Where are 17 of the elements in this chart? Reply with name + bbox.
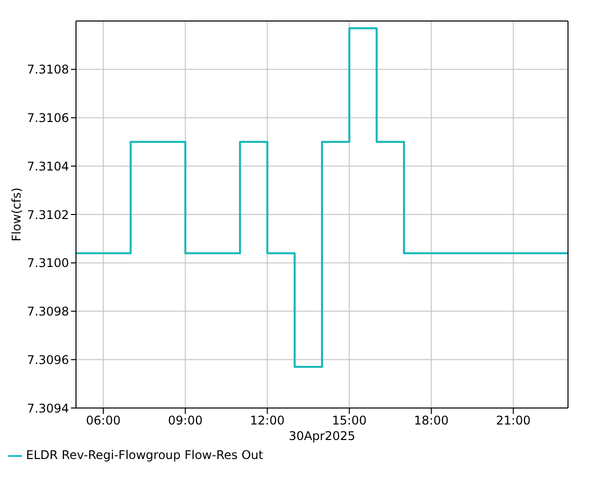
x-tick-label: 06:00 [86,414,121,428]
y-tick-label: 7.3100 [27,256,69,270]
y-tick-label: 7.3106 [27,111,69,126]
x-tick-label: 21:00 [496,414,531,428]
y-tick-label: 7.3094 [27,401,69,416]
x-tick-label: 12:00 [250,414,285,428]
x-tick-label: 18:00 [414,414,449,428]
y-tick-label: 7.3104 [27,159,69,174]
x-tick-label: 09:00 [168,414,203,428]
legend-label: ELDR Rev-Regi-Flowgroup Flow-Res Out [26,448,264,462]
y-tick-label: 7.3108 [27,62,69,77]
y-tick-label: 7.3096 [27,352,69,367]
x-axis-title: 30Apr2025 [288,429,356,443]
y-axis-title: Flow(cfs) [9,188,24,242]
y-tick-label: 7.3102 [27,208,69,222]
y-tick-label: 7.3098 [27,304,69,319]
x-tick-label: 15:00 [332,414,367,428]
